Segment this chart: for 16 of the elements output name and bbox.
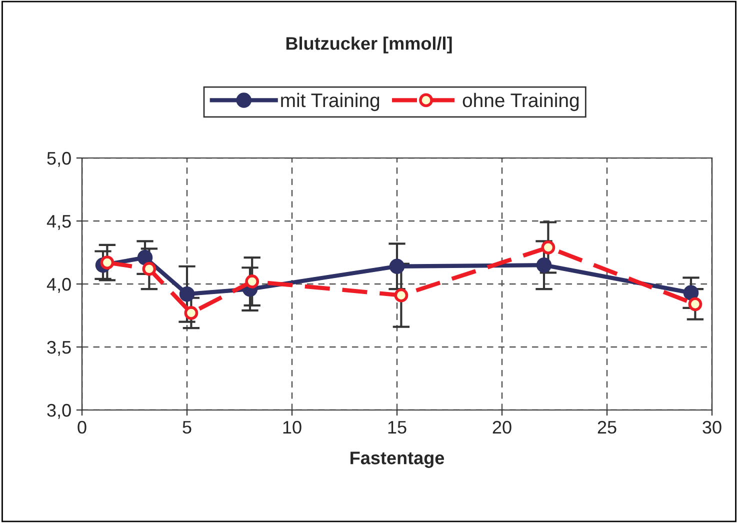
- x-axis-title: Fastentage: [350, 452, 444, 468]
- y-tick-label: 3,0: [47, 404, 71, 419]
- x-tick-label: 10: [283, 420, 302, 434]
- x-tick-label: 15: [388, 421, 406, 434]
- x-tick-label: 25: [598, 420, 616, 434]
- chart-title: Blutzucker [mmol/l]: [286, 36, 452, 54]
- x-tick-label: 0: [78, 420, 86, 434]
- legend-label: ohne Training: [462, 92, 579, 112]
- y-tick-label: 5,0: [47, 152, 71, 167]
- x-tick-label: 20: [492, 420, 512, 434]
- y-tick-label: 4,5: [46, 215, 71, 230]
- y-tick-label: 3,5: [47, 340, 71, 356]
- x-tick-label: 30: [702, 420, 722, 434]
- y-tick-label: 4,0: [46, 278, 71, 293]
- legend-label: mit Training: [281, 92, 380, 112]
- x-tick-label: 5: [182, 421, 192, 434]
